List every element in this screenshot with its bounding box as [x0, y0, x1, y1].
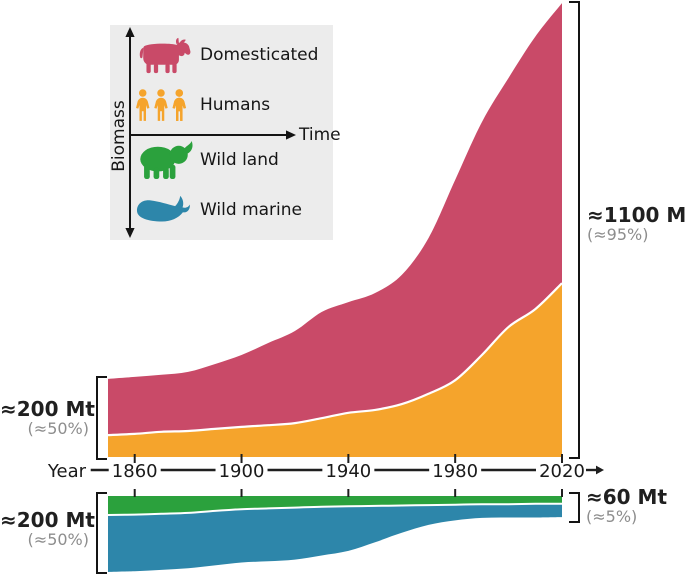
- annotation-2020-lower: ≈60 Mt (≈5%): [586, 486, 685, 526]
- annotation-percent: (≈5%): [586, 507, 638, 527]
- elephant-icon: [136, 140, 200, 181]
- annotation-percent: (≈95%): [587, 225, 649, 245]
- area-domesticated: [108, 3, 562, 457]
- humans-icon: [136, 88, 200, 122]
- bracket-main-right: [569, 1, 580, 459]
- legend-label-humans: Humans: [200, 95, 271, 115]
- area-wild-marine: [108, 496, 562, 572]
- legend-item-wild-marine: Wild marine: [136, 190, 302, 230]
- separator-humans-domesticated: [107, 282, 563, 437]
- x-axis-title: Year: [47, 461, 86, 482]
- right-arrow-icon: [596, 465, 604, 475]
- separator-wild-land-marine: [107, 502, 562, 516]
- cow-icon: [136, 37, 200, 74]
- annotation-value: ≈200 Mt: [0, 508, 95, 532]
- annotation-value: ≈200 Mt: [0, 397, 95, 421]
- whale-icon: [136, 195, 200, 226]
- annotation-percent: (≈50%): [27, 530, 89, 550]
- legend-axes-icon: [125, 27, 296, 238]
- annotation-2020-upper: ≈1100 Mt (≈95%): [587, 204, 685, 244]
- axis-tick-label: 1900: [218, 461, 265, 482]
- area-humans: [108, 283, 562, 457]
- annotation-value: ≈60 Mt: [586, 485, 668, 509]
- legend-item-domesticated: Domesticated: [136, 35, 318, 75]
- axis-tick-label: 1940: [325, 461, 372, 482]
- bracket-lower-right: [569, 492, 580, 523]
- legend-label-wild-marine: Wild marine: [200, 200, 302, 220]
- legend-item-humans: Humans: [136, 87, 270, 123]
- bracket-main-left: [96, 376, 107, 460]
- legend-item-wild-land: Wild land: [136, 137, 279, 183]
- annotation-1850-lower: ≈200 Mt (≈50%): [0, 508, 95, 550]
- legend-time-axis-label: Time: [299, 125, 341, 145]
- legend-label-wild-land: Wild land: [200, 150, 279, 170]
- axis-tick-label: 1980: [432, 461, 479, 482]
- legend-label-domesticated: Domesticated: [200, 45, 319, 65]
- annotation-percent: (≈50%): [27, 419, 89, 439]
- annotation-value: ≈1100 Mt: [587, 203, 685, 227]
- axis-tick-label: 1860: [111, 461, 158, 482]
- axis-tick-label: 2020: [539, 461, 585, 482]
- legend-biomass-axis-label: Biomass: [109, 100, 129, 172]
- legend-box: Biomass Time Domesticated: [109, 25, 341, 240]
- bracket-lower-left: [96, 492, 107, 574]
- annotation-1850-upper: ≈200 Mt (≈50%): [0, 397, 95, 439]
